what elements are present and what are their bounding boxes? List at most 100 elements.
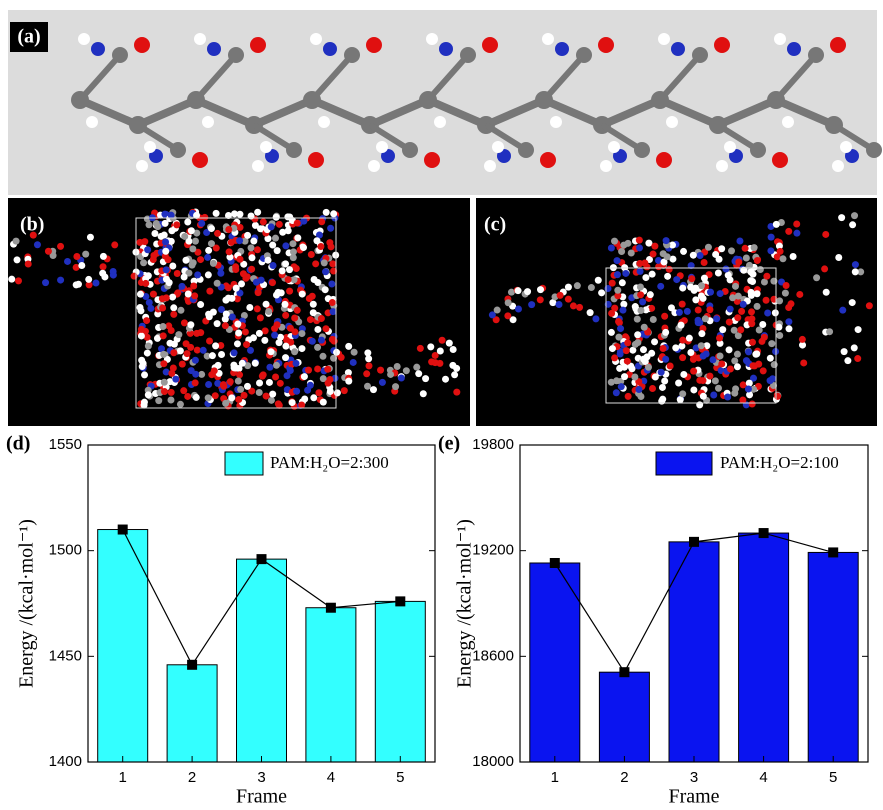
atom — [168, 327, 175, 334]
atom — [260, 218, 267, 225]
bar — [375, 601, 425, 762]
atom — [229, 313, 236, 320]
atom — [565, 296, 572, 303]
atom — [250, 238, 257, 245]
atom — [285, 276, 292, 283]
atom — [657, 283, 664, 290]
atom — [624, 358, 631, 365]
atom — [621, 373, 628, 380]
atom — [699, 377, 706, 384]
atom — [800, 359, 807, 366]
atom — [849, 299, 856, 306]
atom — [239, 360, 246, 367]
atom — [112, 47, 128, 63]
atom — [222, 322, 229, 329]
atom — [751, 244, 758, 251]
atom — [749, 400, 756, 407]
atom — [91, 42, 105, 56]
atom — [231, 210, 238, 217]
atom — [615, 334, 622, 341]
atom — [422, 375, 429, 382]
atom — [785, 318, 792, 325]
atom — [286, 266, 293, 273]
atom — [286, 213, 293, 220]
atom — [248, 244, 255, 251]
atom — [321, 259, 328, 266]
atom — [790, 253, 797, 260]
atom — [161, 379, 168, 386]
atom — [236, 237, 243, 244]
atom — [661, 313, 668, 320]
atom — [263, 301, 270, 308]
atom — [718, 360, 725, 367]
atom — [100, 263, 107, 270]
atom — [625, 393, 632, 400]
atom — [826, 328, 833, 335]
atom — [345, 378, 352, 385]
atom — [298, 345, 305, 352]
atom — [300, 244, 307, 251]
atom — [190, 282, 197, 289]
atom — [189, 245, 196, 252]
atom — [428, 358, 435, 365]
atom — [637, 284, 644, 291]
atom — [787, 300, 794, 307]
atom — [282, 354, 289, 361]
atom — [323, 209, 330, 216]
atom — [667, 363, 674, 370]
atom — [701, 275, 708, 282]
atom — [632, 341, 639, 348]
atom — [417, 345, 424, 352]
atom — [136, 239, 143, 246]
atom — [174, 270, 181, 277]
atom — [680, 371, 687, 378]
atom — [619, 307, 626, 314]
atom — [138, 326, 145, 333]
atom — [772, 309, 779, 316]
atom — [609, 345, 616, 352]
y-tick-label: 19200 — [472, 542, 514, 559]
atom — [220, 383, 227, 390]
atom — [250, 37, 266, 53]
atom — [637, 268, 644, 275]
atom — [714, 37, 730, 53]
x-axis-label: Frame — [236, 786, 287, 808]
atom — [131, 273, 138, 280]
x-tick-label: 5 — [829, 769, 837, 786]
atom — [256, 389, 263, 396]
atom — [835, 254, 842, 261]
atom — [666, 116, 678, 128]
atom — [642, 274, 649, 281]
atom — [738, 308, 745, 315]
x-tick-label: 4 — [327, 769, 335, 786]
atom — [365, 362, 372, 369]
atom — [327, 388, 334, 395]
atom — [644, 353, 651, 360]
atom — [210, 260, 217, 267]
atom — [838, 214, 845, 221]
atom — [187, 321, 194, 328]
atom — [663, 237, 670, 244]
atom — [143, 317, 150, 324]
atom — [671, 42, 685, 56]
atom — [750, 362, 757, 369]
atom — [243, 341, 250, 348]
atom — [636, 237, 643, 244]
atom — [706, 306, 713, 313]
atom — [639, 298, 646, 305]
atom — [177, 307, 184, 314]
atom — [776, 332, 783, 339]
atom — [144, 246, 151, 253]
atom — [782, 116, 794, 128]
atom — [146, 299, 153, 306]
atom — [460, 47, 476, 63]
atom — [540, 152, 556, 168]
atom — [776, 297, 783, 304]
atom — [213, 210, 220, 217]
atom — [181, 233, 188, 240]
atom — [13, 238, 20, 245]
atom — [181, 319, 188, 326]
figure: (a) (b) (c) (d)140014501500155012345Fram… — [0, 0, 883, 810]
atom — [769, 375, 776, 382]
atom — [767, 247, 774, 254]
